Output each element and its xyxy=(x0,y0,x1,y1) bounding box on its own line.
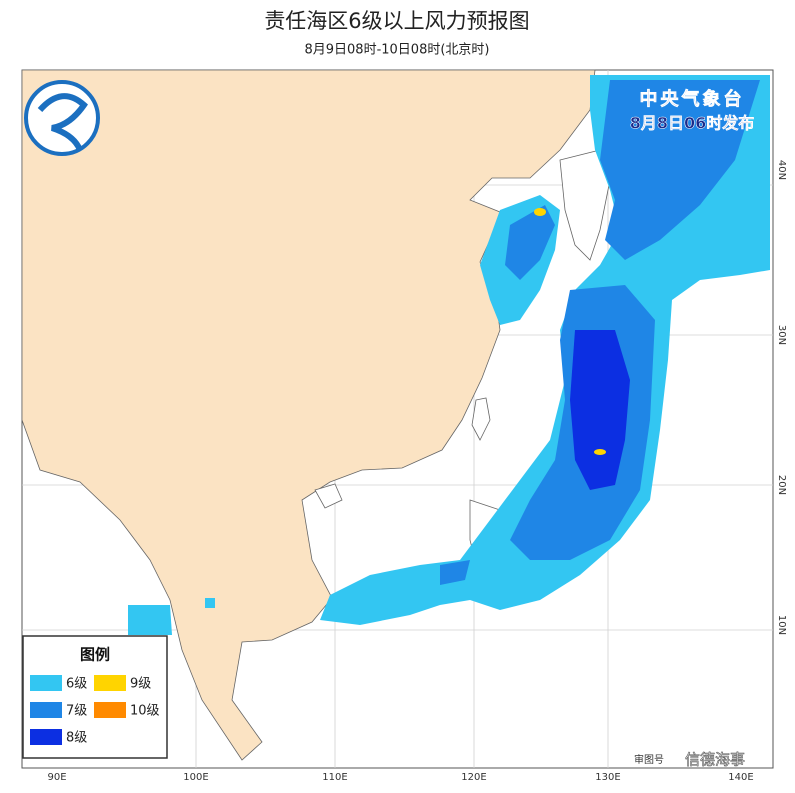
axis-labels: 90E 100E 110E 120E 130E 140E 40N 30N 20N 10N xyxy=(47,160,787,783)
wind-level-7 xyxy=(440,560,470,585)
title: 责任海区6级以上风力预报图 xyxy=(264,9,529,33)
wind-level-6 xyxy=(205,598,215,608)
wind-level-8 xyxy=(570,330,630,490)
legend-swatch xyxy=(94,675,126,691)
latitude-label: 10N xyxy=(776,615,787,635)
legend-swatch xyxy=(30,729,62,745)
legend-title: 图例 xyxy=(80,646,110,664)
longitude-label: 140E xyxy=(728,772,753,783)
wind-level-6 xyxy=(128,605,172,635)
map-number: 审图号 xyxy=(634,753,664,766)
legend-label: 10级 xyxy=(130,704,160,719)
legend-label: 6级 xyxy=(66,677,87,692)
legend: 图例 6级 9级 7级 10级 8级 xyxy=(22,635,168,759)
legend-label: 7级 xyxy=(66,704,87,719)
longitude-label: 90E xyxy=(47,772,66,783)
legend-label: 9级 xyxy=(130,677,151,692)
longitude-label: 130E xyxy=(595,772,620,783)
longitude-label: 110E xyxy=(322,772,347,783)
subtitle: 8月9日08时-10日08时(北京时) xyxy=(304,43,489,58)
legend-swatch xyxy=(94,702,126,718)
watermark: 信德海事 xyxy=(685,751,745,769)
legend-swatch xyxy=(30,675,62,691)
legend-swatch xyxy=(30,702,62,718)
legend-label: 8级 xyxy=(66,731,87,746)
latitude-label: 20N xyxy=(776,475,787,495)
issuer-name: 中央气象台 xyxy=(640,88,745,110)
latitude-label: 40N xyxy=(776,160,787,180)
wind-areas xyxy=(128,75,770,635)
wind-level-9 xyxy=(594,449,606,455)
longitude-label: 100E xyxy=(183,772,208,783)
wind-level-7 xyxy=(600,80,760,260)
longitude-label: 120E xyxy=(461,772,486,783)
logo xyxy=(24,80,100,156)
wind-level-7 xyxy=(505,205,555,280)
latitude-label: 30N xyxy=(776,325,787,345)
issuer-time: 8月8日06时发布 xyxy=(630,114,755,133)
wind-level-9 xyxy=(534,208,546,216)
